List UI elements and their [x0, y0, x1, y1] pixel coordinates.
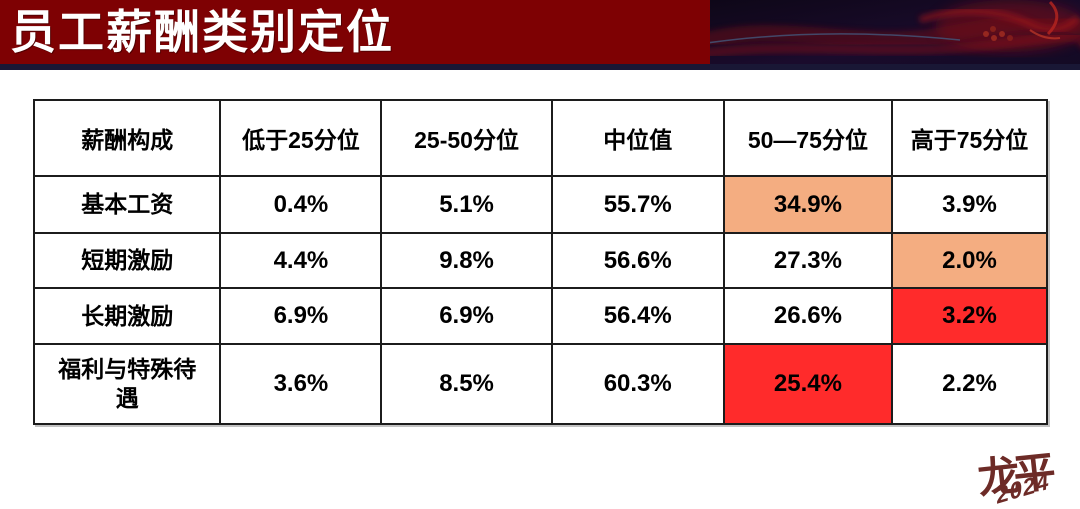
- value-cell: 3.6%: [219, 343, 383, 425]
- value-cell: 34.9%: [722, 175, 893, 234]
- column-header-composition: 薪酬构成: [32, 99, 222, 177]
- column-header-25-50: 25-50分位: [380, 99, 553, 177]
- value-cell: 25.4%: [722, 343, 893, 425]
- table-header-row: 薪酬构成 低于25分位 25-50分位 中位值 50—75分位 高于75分位: [32, 99, 1049, 177]
- row-label: 福利与特殊待遇: [32, 343, 222, 425]
- value-cell: 2.2%: [890, 343, 1049, 425]
- dragon-artwork: [710, 0, 1080, 64]
- value-cell: 5.1%: [380, 175, 553, 234]
- title-bar-red-block: 员工薪酬类别定位: [0, 0, 710, 64]
- signature-name: 龙平: [975, 450, 1053, 504]
- value-cell: 60.3%: [550, 343, 725, 425]
- table-row: 福利与特殊待遇 3.6% 8.5% 60.3% 25.4% 2.2%: [32, 343, 1049, 425]
- column-header-below-25: 低于25分位: [219, 99, 383, 177]
- dragon-art-icon: [710, 0, 1080, 64]
- value-cell: 6.9%: [380, 287, 553, 345]
- page-title: 员工薪酬类别定位: [10, 6, 394, 58]
- column-header-median: 中位值: [550, 99, 725, 177]
- value-cell: 27.3%: [722, 232, 893, 289]
- value-cell: 3.2%: [890, 287, 1049, 345]
- column-header-50-75: 50—75分位: [722, 99, 893, 177]
- value-cell: 55.7%: [550, 175, 725, 234]
- row-label: 短期激励: [32, 232, 222, 289]
- value-cell: 26.6%: [722, 287, 893, 345]
- value-cell: 56.6%: [550, 232, 725, 289]
- table-row: 短期激励 4.4% 9.8% 56.6% 27.3% 2.0%: [32, 232, 1049, 289]
- row-label: 基本工资: [32, 175, 222, 234]
- value-cell: 2.0%: [890, 232, 1049, 289]
- table-row: 基本工资 0.4% 5.1% 55.7% 34.9% 3.9%: [32, 175, 1049, 234]
- value-cell: 6.9%: [219, 287, 383, 345]
- value-cell: 4.4%: [219, 232, 383, 289]
- row-label: 长期激励: [32, 287, 222, 345]
- title-bar-bottom-strip: [0, 64, 1080, 70]
- value-cell: 56.4%: [550, 287, 725, 345]
- value-cell: 0.4%: [219, 175, 383, 234]
- column-header-above-75: 高于75分位: [890, 99, 1049, 177]
- value-cell: 3.9%: [890, 175, 1049, 234]
- signature-year: 2024: [994, 467, 1052, 509]
- compensation-table: 薪酬构成 低于25分位 25-50分位 中位值 50—75分位 高于75分位 基…: [32, 99, 1049, 425]
- table-row: 长期激励 6.9% 6.9% 56.4% 26.6% 3.2%: [32, 287, 1049, 345]
- value-cell: 8.5%: [380, 343, 553, 425]
- signature-watermark: 龙平 2024: [969, 442, 1075, 509]
- value-cell: 9.8%: [380, 232, 553, 289]
- title-bar: 员工薪酬类别定位: [0, 0, 1080, 70]
